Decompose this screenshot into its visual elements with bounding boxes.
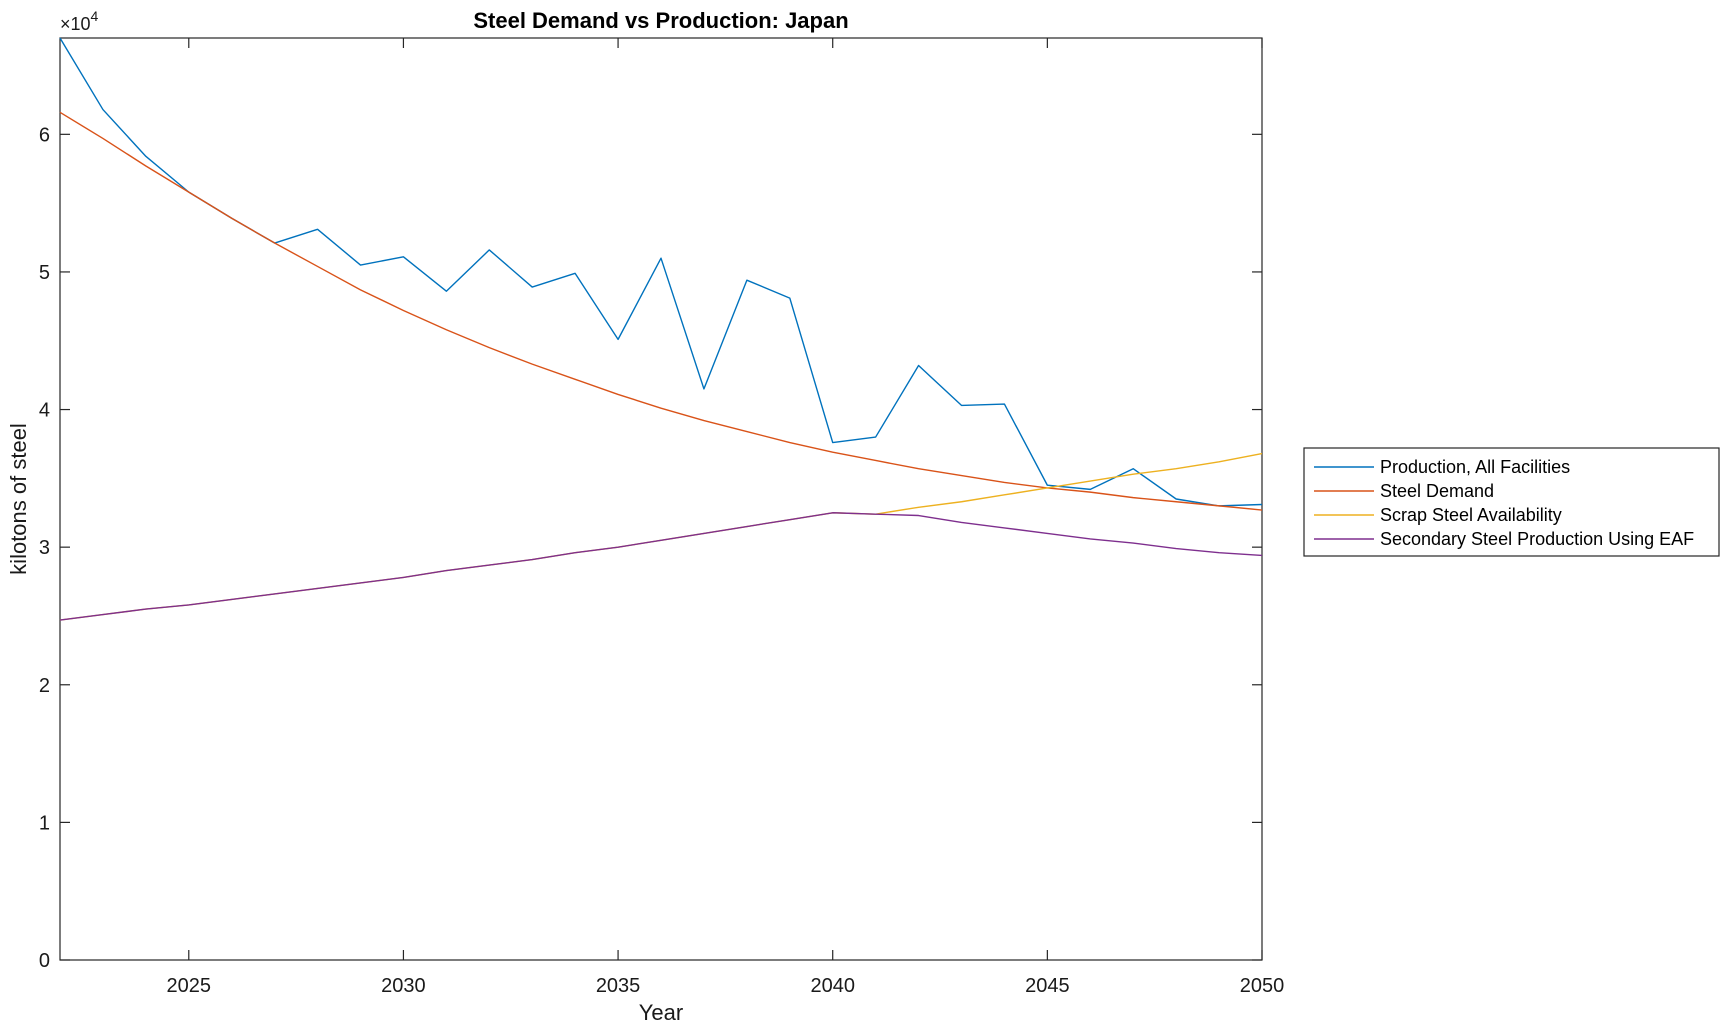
series-line-2: [59, 111, 1263, 511]
y-multiplier-base: ×10: [60, 14, 91, 34]
y-tick-label: 6: [39, 124, 50, 146]
legend: Production, All Facilities Steel Demand Sc…: [1303, 447, 1720, 557]
y-tick-label: 4: [39, 400, 50, 422]
y-tick-label: 0: [39, 950, 50, 972]
legend-label-4: Secondary Steel Production Using EAF: [1380, 529, 1694, 549]
legend-box: [1303, 447, 1720, 557]
x-tick-label: 2045: [1025, 975, 1070, 997]
legend-label-3: Scrap Steel Availability: [1380, 505, 1562, 525]
x-tick-label: 2040: [810, 975, 855, 997]
y-tick-label: 5: [39, 262, 50, 284]
x-axis-title: Year: [639, 1000, 683, 1023]
y-tick-label: 1: [39, 812, 50, 834]
legend-label-2: Steel Demand: [1380, 481, 1494, 501]
y-axis-title: kilotons of steel: [6, 423, 31, 575]
y-tick-label: 3: [39, 537, 50, 559]
x-tick-label: 2030: [381, 975, 426, 997]
x-tick-label: 2035: [596, 975, 641, 997]
series-line-4: [59, 512, 1263, 621]
x-tick-label: 2050: [1240, 975, 1285, 997]
y-tick-label: 2: [39, 675, 50, 697]
x-tick-label: 2025: [167, 975, 212, 997]
y-axis-multiplier: ×104: [60, 8, 99, 34]
plot-area-frame: [59, 37, 1263, 961]
chart-title: Steel Demand vs Production: Japan: [473, 8, 848, 33]
y-multiplier-exponent: 4: [91, 8, 99, 24]
legend-label-1: Production, All Facilities: [1380, 457, 1570, 477]
